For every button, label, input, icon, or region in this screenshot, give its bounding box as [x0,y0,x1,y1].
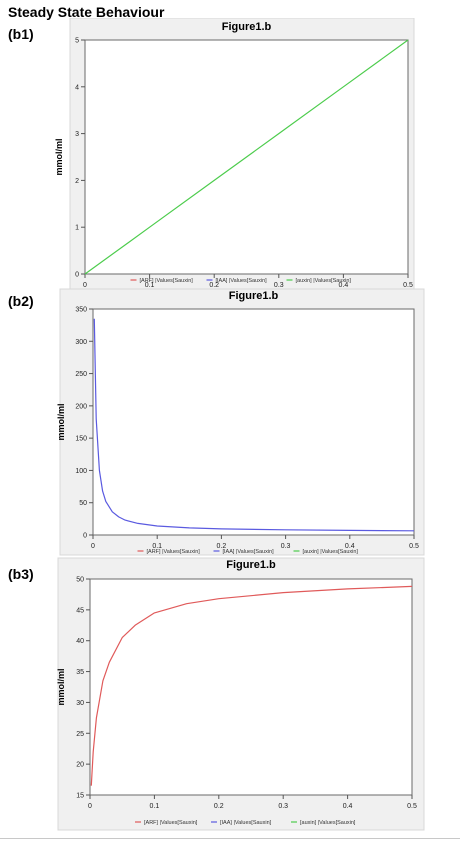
y-tick-label: 50 [76,577,84,584]
legend-entry: [IAA] |Values[Sauxin] [223,549,275,555]
panel-label-b2: (b2) [8,293,34,309]
legend-entry: [ARF] |Values[Sauxin] [147,549,201,555]
y-tick-label: 4 [75,84,79,91]
y-tick-label: 20 [76,762,84,769]
y-tick-label: 5 [75,38,79,45]
x-tick-label: 0.3 [274,282,284,289]
chart-title: Figure1.b [222,21,272,33]
x-tick-label: 0 [88,803,92,810]
y-tick-label: 30 [76,700,84,707]
y-tick-label: 0 [83,533,87,540]
y-tick-label: 50 [79,500,87,507]
x-tick-label: 0 [91,543,95,550]
legend-entry: [auxin] |Values[Sauxin] [303,549,359,555]
chart-b1: Figure1.b 0 0.1 0.2 0.3 0.4 0.5 0 1 2 3 4 5 mmol/ml [A… [54,18,415,290]
y-tick-label: 40 [76,638,84,645]
x-tick-label: 0.5 [407,803,417,810]
x-tick-label: 0.3 [281,543,291,550]
y-axis-label: mmol/ml [56,403,66,440]
y-tick-label: 150 [75,436,87,443]
y-tick-label: 45 [76,607,84,614]
x-tick-label: 0.5 [409,543,419,550]
x-tick-label: 0.2 [214,803,224,810]
y-tick-label: 300 [75,339,87,346]
y-tick-label: 35 [76,669,84,676]
page-heading: Steady State Behaviour [8,4,165,20]
x-tick-label: 0.3 [278,803,288,810]
y-tick-label: 100 [75,468,87,475]
y-tick-label: 350 [75,307,87,314]
chart-b2: Figure1.b 0 0.1 0.2 0.3 0.4 0.5 0 50 100 150 200 250… [56,288,425,556]
y-tick-label: 15 [76,793,84,800]
chart-title: Figure1.b [226,559,276,571]
y-tick-label: 200 [75,403,87,410]
panel-label-b3: (b3) [8,566,34,582]
series-line [90,585,413,786]
legend-entry: [IAA] |Values[Sauxin] [216,278,268,284]
plot-area [92,308,415,536]
x-tick-label: 0 [83,282,87,289]
bottom-divider [0,838,460,839]
x-tick-label: 0.2 [217,543,227,550]
y-tick-label: 2 [75,178,79,185]
y-tick-label: 3 [75,131,79,138]
y-axis-label: mmol/ml [56,668,66,705]
legend-entry: [auxin] |Values[Sauxin] [300,820,356,826]
y-tick-label: 25 [76,731,84,738]
legend-entry: [auxin] |Values[Sauxin] [296,278,352,284]
series-line [84,39,409,275]
x-tick-label: 0.2 [209,282,219,289]
panel-label-b1: (b1) [8,26,34,42]
series-line [93,318,415,532]
y-tick-label: 250 [75,371,87,378]
x-tick-label: 0.4 [345,543,355,550]
y-tick-label: 1 [75,225,79,232]
chart-b3: Figure1.b 0 0.1 0.2 0.3 0.4 0.5 15 20 25 30 35 40 45 5… [56,557,425,831]
plot-area [89,578,413,796]
x-tick-label: 0.1 [150,803,160,810]
x-tick-label: 0.1 [152,543,162,550]
y-axis-label: mmol/ml [54,138,64,175]
x-tick-label: 0.1 [145,282,155,289]
x-tick-label: 0.4 [339,282,349,289]
chart-title: Figure1.b [229,290,279,302]
legend-entry: [ARF] |Values[Sauxin] [144,820,198,826]
y-tick-label: 0 [75,272,79,279]
x-tick-label: 0.5 [403,282,413,289]
legend-entry: [ARF] |Values[Sauxin] [140,278,194,284]
legend-entry: [IAA] |Values[Sauxin] [220,820,272,826]
x-tick-label: 0.4 [343,803,353,810]
